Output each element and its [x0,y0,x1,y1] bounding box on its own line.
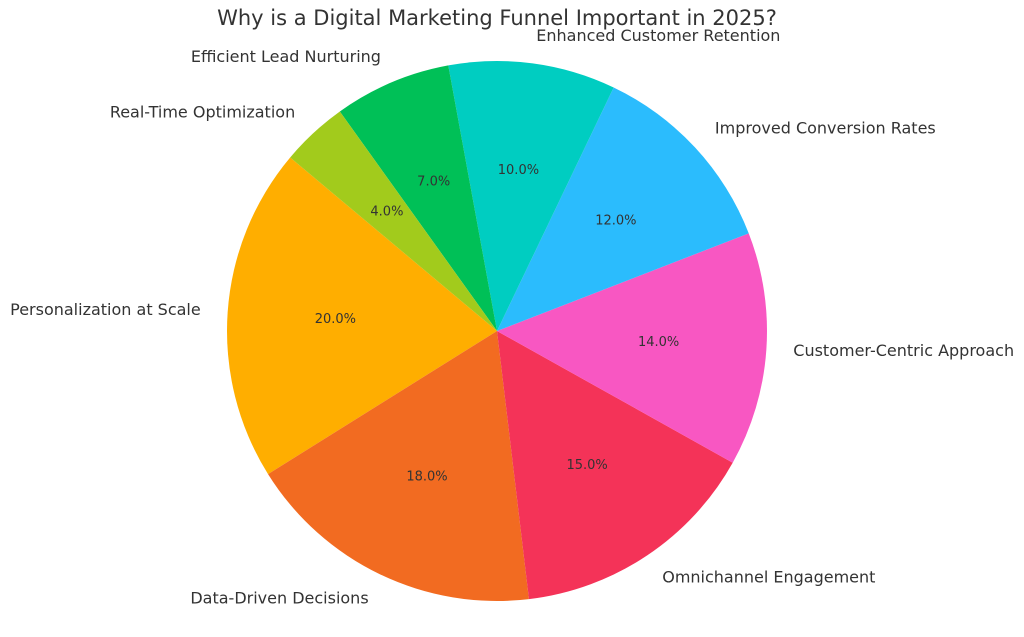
pie-slice [339,65,497,331]
slice-label: Improved Conversion Rates [715,119,936,138]
value-label: 7.0% [417,174,450,189]
pie-slice [497,233,767,463]
pie-slice [497,87,749,331]
pie-slice [268,331,529,601]
pie-slice [497,331,733,600]
slice-label: Omnichannel Engagement [662,567,875,586]
pie-slice [290,111,497,331]
slice-label: Customer-Centric Approach [793,341,1014,360]
value-label: 4.0% [370,205,403,220]
slice-label: Data-Driven Decisions [190,588,368,607]
slice-label: Enhanced Customer Retention [536,26,780,45]
value-label: 10.0% [498,163,539,178]
value-label: 20.0% [315,312,356,327]
chart-title: Why is a Digital Marketing Funnel Import… [217,6,777,30]
pie-slice [227,157,498,475]
slice-label: Efficient Lead Nurturing [191,47,381,66]
slice-label: Personalization at Scale [10,300,201,319]
value-label: 14.0% [638,335,679,350]
value-label: 12.0% [595,213,636,228]
slice-label: Real-Time Optimization [110,103,295,122]
value-label: 15.0% [566,458,607,473]
value-label: 18.0% [406,470,447,485]
pie-slice [448,61,614,332]
